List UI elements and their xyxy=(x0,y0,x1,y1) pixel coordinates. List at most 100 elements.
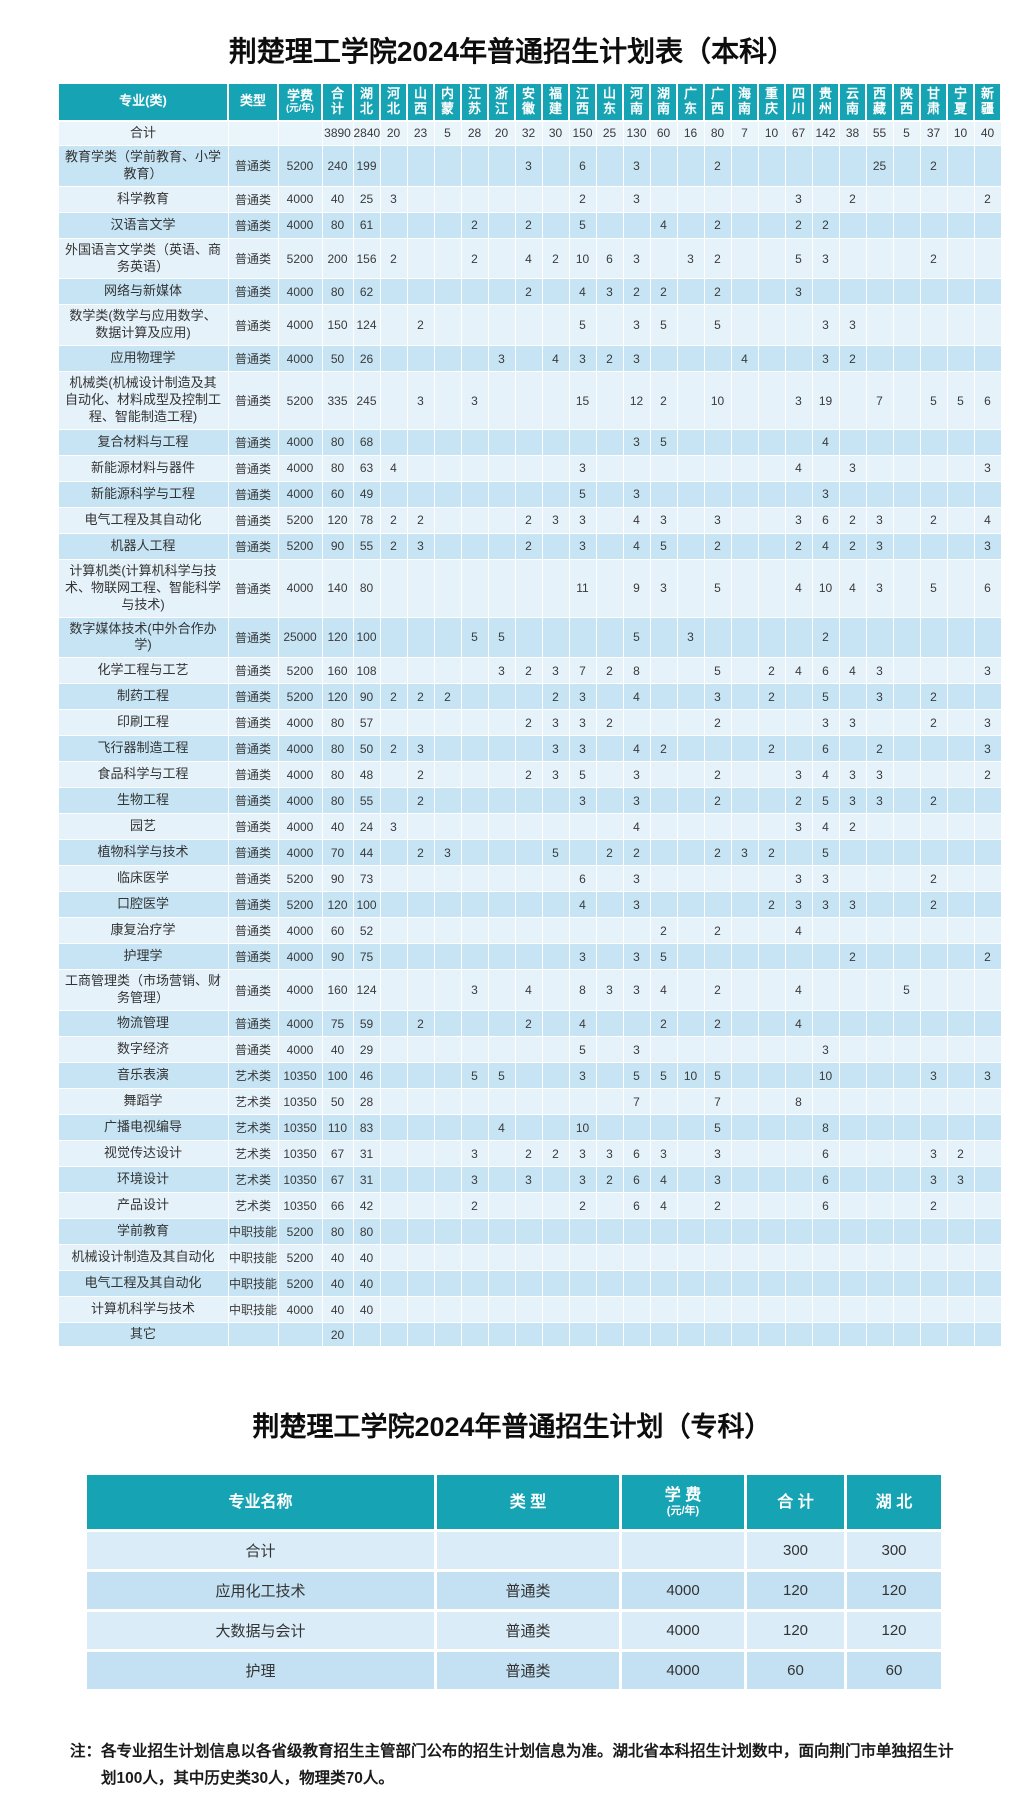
plan-cell xyxy=(487,1088,516,1116)
plan-cell: 4 xyxy=(514,237,543,280)
plan-cell xyxy=(487,237,516,280)
plan-cell xyxy=(649,185,678,213)
plan-cell: 3 xyxy=(703,683,732,711)
plan-cell xyxy=(703,891,732,919)
plan-cell: 5 xyxy=(622,1062,651,1090)
plan-cell: 5 xyxy=(946,371,975,430)
plan-cell xyxy=(730,657,759,685)
plan-cell: 3 xyxy=(595,1140,624,1168)
plan-cell: 2 xyxy=(757,735,786,763)
plan-cell xyxy=(595,1088,624,1116)
plan-cell xyxy=(649,683,678,711)
plan-cell xyxy=(919,454,948,482)
plan-cell xyxy=(595,813,624,841)
plan-cell xyxy=(892,917,921,945)
plan-cell xyxy=(622,1010,651,1038)
plan-cell: 3 xyxy=(973,532,1002,560)
plan-cell: 2 xyxy=(460,1192,489,1220)
major-cell: 外国语言文学类（英语、商务英语） xyxy=(57,237,229,280)
plan-cell xyxy=(757,813,786,841)
plan-cell xyxy=(703,865,732,893)
plan-cell: 2 xyxy=(838,532,867,560)
plan-cell xyxy=(757,1140,786,1168)
note-label: 注： xyxy=(70,1743,102,1761)
plan-cell xyxy=(541,1114,570,1142)
plan-cell xyxy=(433,735,462,763)
plan-cell xyxy=(460,185,489,213)
type-cell: 中职技能 xyxy=(227,1218,279,1246)
major-cell: 网络与新媒体 xyxy=(57,278,229,306)
plan-cell: 6 xyxy=(811,1192,840,1220)
plan-cell xyxy=(703,1322,732,1348)
plan-cell xyxy=(595,1218,624,1246)
table-row: 数字媒体技术(中外合作办学) 普通类 25000 120 100 5 5 5 3 2 xyxy=(57,616,1002,659)
plan-cell xyxy=(514,1270,543,1298)
total-cell: 80 xyxy=(321,211,354,239)
major-cell: 复合材料与工程 xyxy=(57,428,229,456)
plan-cell xyxy=(676,532,705,560)
plan-cell: 2 xyxy=(919,237,948,280)
major-cell: 数字媒体技术(中外合作办学) xyxy=(57,616,229,659)
tuition-cell: 4000 xyxy=(277,917,323,945)
plan-cell xyxy=(946,969,975,1012)
plan-cell xyxy=(460,1114,489,1142)
plan-cell xyxy=(784,1218,813,1246)
plan-cell xyxy=(379,1192,408,1220)
plan-cell: 6 xyxy=(568,865,597,893)
plan-cell xyxy=(649,813,678,841)
plan-cell xyxy=(433,1140,462,1168)
plan-cell: 2 xyxy=(703,278,732,306)
type-cell: 艺术类 xyxy=(227,1192,279,1220)
plan-cell xyxy=(568,917,597,945)
plan-cell xyxy=(406,616,435,659)
plan-cell xyxy=(541,211,570,239)
plan-cell xyxy=(865,1270,894,1298)
plan-cell: 40 xyxy=(352,1244,381,1272)
type-cell: 普通类 xyxy=(227,185,279,213)
plan-cell: 3 xyxy=(784,278,813,306)
total-cell: 120 xyxy=(321,683,354,711)
plan-cell: 2 xyxy=(595,1166,624,1194)
plan-cell xyxy=(838,1192,867,1220)
plan-cell xyxy=(973,683,1002,711)
plan-cell xyxy=(406,144,435,187)
plan-cell xyxy=(676,345,705,373)
plan-cell xyxy=(757,185,786,213)
plan-cell: 2 xyxy=(838,813,867,841)
plan-cell xyxy=(487,211,516,239)
total-cell: 160 xyxy=(321,969,354,1012)
plan-cell xyxy=(946,865,975,893)
plan-cell xyxy=(757,917,786,945)
plan-cell xyxy=(433,278,462,306)
plan-cell xyxy=(433,657,462,685)
plan-cell: 2 xyxy=(703,787,732,815)
total-cell: 160 xyxy=(321,657,354,685)
plan-cell xyxy=(541,1296,570,1324)
plan-cell xyxy=(595,371,624,430)
plan-cell xyxy=(757,709,786,737)
plan-cell xyxy=(514,683,543,711)
plan-cell: 3 xyxy=(622,865,651,893)
plan-cell xyxy=(541,1192,570,1220)
plan-cell xyxy=(730,1140,759,1168)
plan-cell xyxy=(541,454,570,482)
plan-cell xyxy=(433,616,462,659)
type-cell: 普通类 xyxy=(227,558,279,618)
plan-cell xyxy=(865,1114,894,1142)
plan-cell xyxy=(757,1114,786,1142)
plan-cell xyxy=(433,371,462,430)
plan-cell xyxy=(676,891,705,919)
plan-cell xyxy=(676,1114,705,1142)
plan-cell xyxy=(784,1296,813,1324)
plan-cell xyxy=(379,839,408,867)
plan-cell xyxy=(973,1036,1002,1064)
plan-cell: 3 xyxy=(541,735,570,763)
plan-cell: 5 xyxy=(703,558,732,618)
plan-cell: 5 xyxy=(541,839,570,867)
plan-cell: 28 xyxy=(460,120,489,146)
plan-cell: 5 xyxy=(433,120,462,146)
plan-cell xyxy=(784,943,813,971)
plan-cell xyxy=(595,211,624,239)
plan-cell: 11 xyxy=(568,558,597,618)
plan-cell xyxy=(757,278,786,306)
